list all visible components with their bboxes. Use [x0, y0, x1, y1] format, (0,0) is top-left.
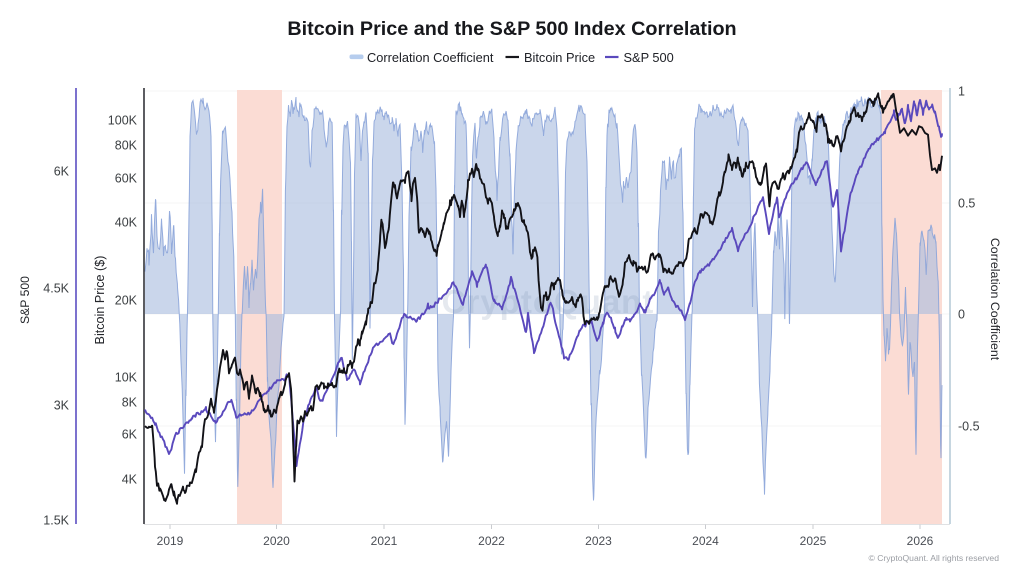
- svg-text:Correlation Coefficient: Correlation Coefficient: [367, 50, 494, 65]
- svg-text:2022: 2022: [478, 534, 505, 548]
- svg-text:0: 0: [958, 308, 965, 322]
- svg-text:2019: 2019: [157, 534, 184, 548]
- svg-text:3K: 3K: [54, 399, 70, 413]
- svg-text:10K: 10K: [115, 371, 138, 385]
- svg-text:-0.5: -0.5: [958, 420, 980, 434]
- svg-text:40K: 40K: [115, 216, 138, 230]
- svg-text:1.5K: 1.5K: [43, 514, 69, 528]
- svg-text:100K: 100K: [108, 114, 138, 128]
- svg-text:20K: 20K: [115, 294, 138, 308]
- svg-text:2026: 2026: [907, 534, 934, 548]
- svg-text:Bitcoin Price ($): Bitcoin Price ($): [93, 256, 107, 345]
- svg-text:2024: 2024: [692, 534, 719, 548]
- svg-text:Bitcoin Price and the S&P 500: Bitcoin Price and the S&P 500 Index Corr…: [287, 18, 736, 40]
- svg-text:8K: 8K: [122, 396, 138, 410]
- svg-text:2023: 2023: [585, 534, 612, 548]
- svg-text:6K: 6K: [54, 165, 70, 179]
- svg-text:Correlation Coefficient: Correlation Coefficient: [988, 238, 1002, 361]
- svg-text:6K: 6K: [122, 428, 138, 442]
- svg-text:0.5: 0.5: [958, 197, 975, 211]
- svg-text:2025: 2025: [800, 534, 827, 548]
- svg-text:S&P 500: S&P 500: [18, 276, 32, 324]
- svg-text:S&P 500: S&P 500: [624, 50, 674, 65]
- svg-text:4K: 4K: [122, 473, 138, 487]
- svg-text:2020: 2020: [263, 534, 290, 548]
- svg-text:4.5K: 4.5K: [43, 282, 69, 296]
- svg-text:1: 1: [958, 85, 965, 99]
- svg-text:80K: 80K: [115, 139, 138, 153]
- svg-text:60K: 60K: [115, 172, 138, 186]
- svg-text:Bitcoin Price: Bitcoin Price: [524, 50, 595, 65]
- svg-text:© CryptoQuant. All rights rese: © CryptoQuant. All rights reserved: [868, 553, 999, 563]
- svg-text:2021: 2021: [371, 534, 398, 548]
